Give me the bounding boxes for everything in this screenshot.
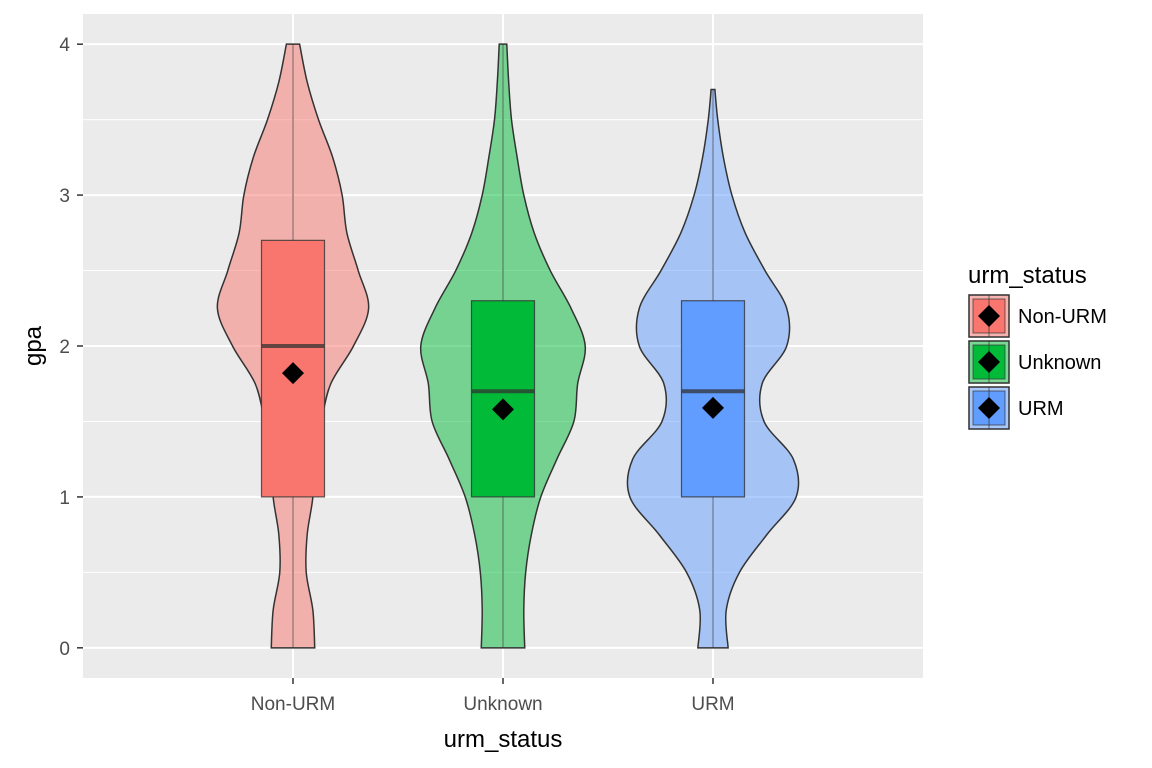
y-axis: 0 1 2 3 4 [59,35,83,660]
legend-key-urm: URM [968,386,1064,430]
x-tick-label: Non-URM [251,694,335,715]
legend-label: URM [1018,398,1064,420]
x-axis: Non-URM Unknown URM [251,678,735,715]
y-tick-label: 2 [59,337,70,358]
chart-marks [216,43,800,649]
violin-group-unknown [419,43,587,649]
legend-mean-swatch [978,351,1000,373]
y-tick-label: 3 [59,186,70,207]
legend-label: Non-URM [1018,306,1107,328]
x-tick-label: URM [691,694,734,715]
mean-point-unknown [492,398,514,421]
y-tick-label: 0 [59,639,70,660]
legend-mean-swatch [978,305,1000,327]
y-axis-title: gpa [20,325,47,366]
violin-group-non-urm [216,43,370,649]
mean-point-urm [702,396,724,419]
legend-key-non-urm: Non-URM [968,294,1107,338]
violin-group-urm [626,88,800,649]
legend-keys: Non-URM Unknown URM [968,294,1107,430]
mean-point-non-urm [282,362,304,385]
x-tick-label: Unknown [463,694,542,715]
y-tick-label: 4 [59,35,70,56]
legend-mean-swatch [978,397,1000,419]
legend-key-unknown: Unknown [968,340,1101,384]
y-tick-label: 1 [59,488,70,509]
legend: urm_status Non-URM Unknown URM [968,262,1107,430]
legend-label: Unknown [1018,352,1101,374]
legend-title: urm_status [968,262,1087,289]
x-axis-title: urm_status [444,726,563,753]
